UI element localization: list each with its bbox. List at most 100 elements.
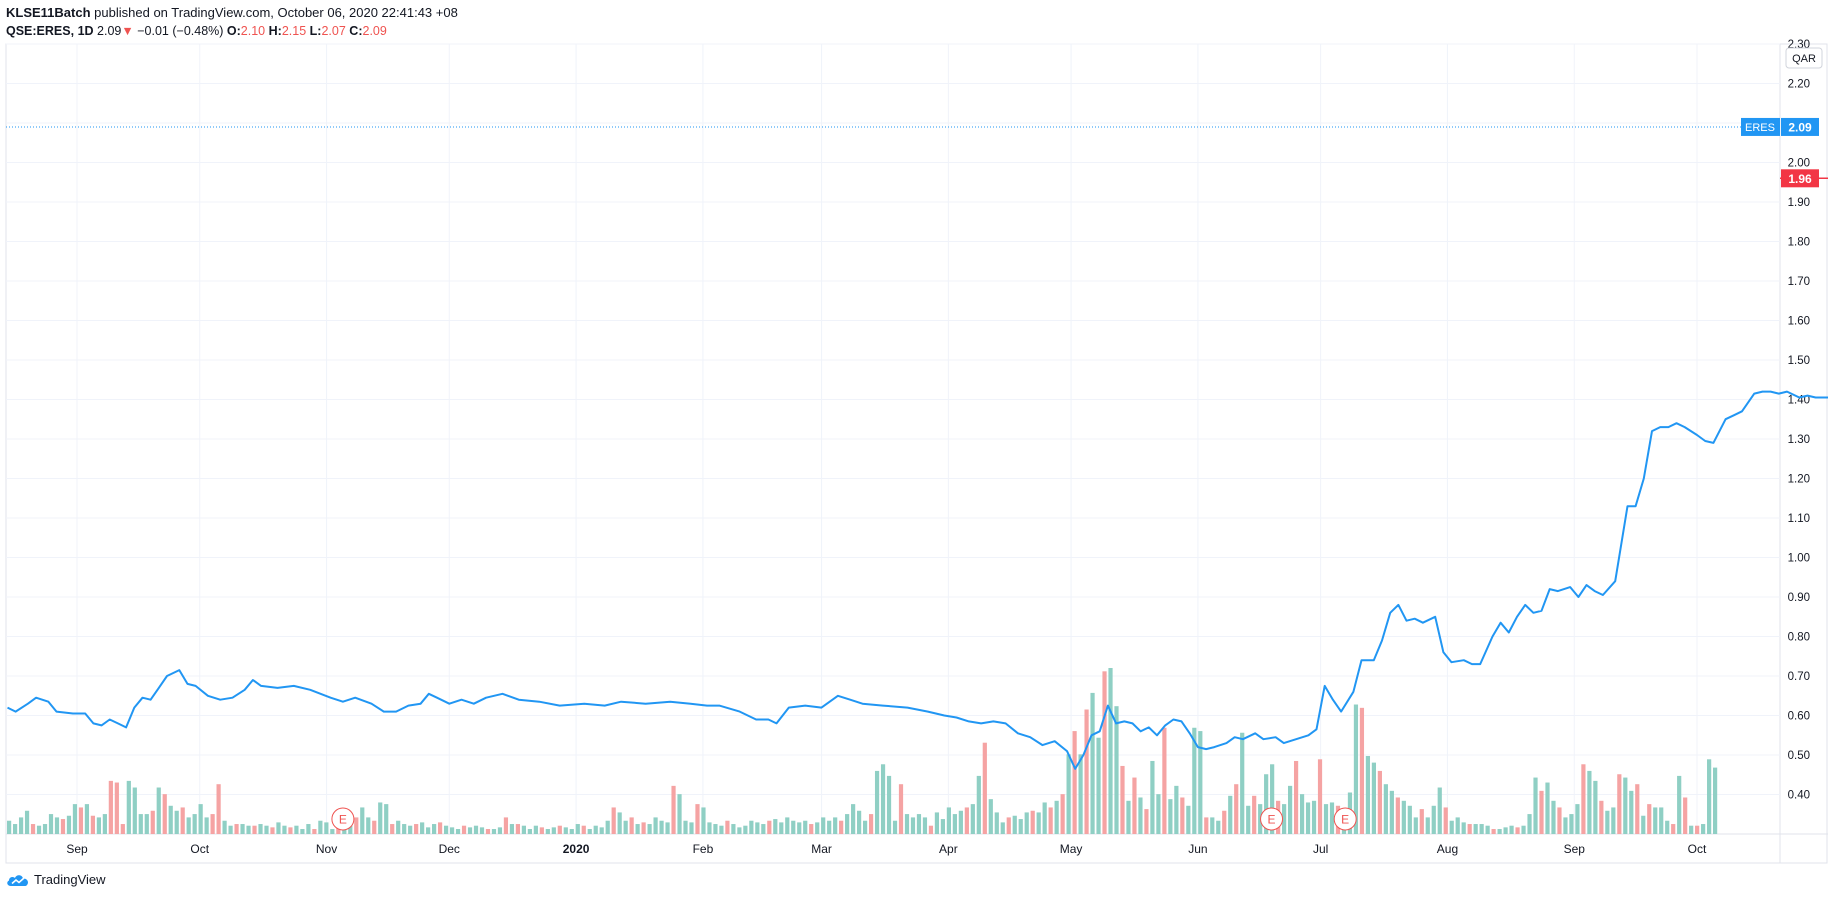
- volume-bar: [1108, 668, 1113, 834]
- volume-bar: [288, 827, 293, 834]
- volume-bar: [162, 794, 167, 834]
- volume-bar: [1299, 794, 1305, 834]
- volume-bar: [575, 824, 580, 834]
- volume-bar: [1569, 814, 1574, 834]
- volume-bar: [390, 824, 395, 834]
- volume-bar: [1162, 727, 1167, 834]
- volume-bar: [1234, 784, 1239, 834]
- volume-bar: [1575, 804, 1580, 834]
- volume-bar: [108, 780, 113, 834]
- volume-bar: [880, 764, 886, 834]
- volume-bar: [1024, 812, 1029, 834]
- volume-bar: [240, 824, 245, 834]
- volume-bar: [294, 825, 299, 834]
- volume-bar: [1377, 770, 1382, 834]
- volume-bar: [1192, 727, 1197, 834]
- volume-bar: [737, 827, 742, 834]
- volume-bar: [1048, 807, 1053, 834]
- volume-bar: [1653, 807, 1658, 834]
- volume-bar: [731, 824, 736, 834]
- volume-bar: [1419, 809, 1424, 834]
- volume-bar: [767, 820, 772, 834]
- volume-bar: [1659, 807, 1664, 834]
- x-tick-label: Jun: [1188, 842, 1207, 856]
- volume-bar: [1138, 797, 1143, 834]
- volume-bar: [1042, 802, 1047, 834]
- volume-bar: [432, 824, 437, 834]
- volume-bar: [1407, 805, 1412, 834]
- volume-bar: [378, 802, 383, 834]
- currency-badge: [1785, 47, 1823, 69]
- volume-bar: [1210, 817, 1215, 834]
- interval: 1D: [77, 24, 94, 38]
- volume-bar: [1156, 794, 1161, 834]
- volume-bar: [455, 829, 461, 834]
- volume-bar: [904, 814, 910, 834]
- y-tick-label: 1.90: [1788, 197, 1810, 209]
- volume-bar: [982, 742, 987, 834]
- y-tick-label: 1.00: [1788, 553, 1810, 565]
- volume-bar: [90, 815, 96, 834]
- volume-bar: [114, 782, 119, 834]
- volume-bar: [1114, 706, 1119, 834]
- volume-bar: [851, 804, 856, 834]
- volume-bar: [96, 817, 101, 834]
- x-tick-label: Nov: [316, 842, 337, 856]
- volume-bar: [964, 807, 969, 834]
- volume-bar: [647, 824, 652, 834]
- volume-bar: [952, 814, 957, 834]
- volume-bar: [1228, 795, 1233, 834]
- volume-bar: [797, 822, 802, 834]
- volume-bar: [827, 820, 832, 834]
- symbol-name[interactable]: QSE:ERES: [6, 24, 71, 38]
- volume-bar: [204, 817, 209, 834]
- volume-bar: [354, 817, 359, 834]
- earnings-marker[interactable]: [1333, 807, 1357, 831]
- publisher-name[interactable]: KLSE11Batch: [6, 5, 91, 20]
- volume-bar: [803, 820, 808, 834]
- tradingview-logo[interactable]: TradingView: [6, 872, 106, 887]
- volume-bar: [1413, 817, 1418, 834]
- volume-bar: [1036, 812, 1041, 834]
- volume-bar: [1401, 800, 1406, 834]
- volume-bar: [479, 827, 485, 834]
- volume-bar: [102, 814, 107, 834]
- volume-bar: [665, 822, 670, 834]
- earnings-marker-label: E: [1341, 813, 1349, 827]
- high-label: H:: [268, 24, 282, 38]
- y-tick-label: 0.70: [1788, 671, 1810, 683]
- volume-bar: [12, 824, 18, 834]
- volume-bar: [1353, 704, 1359, 834]
- volume-bar: [1383, 784, 1388, 834]
- close-label: C:: [349, 24, 363, 38]
- volume-bar: [719, 825, 724, 834]
- earnings-marker[interactable]: [331, 807, 355, 831]
- volume-bar: [671, 785, 676, 834]
- volume-bar: [174, 810, 179, 834]
- volume-bar: [545, 829, 550, 834]
- volume-bar: [1509, 825, 1514, 834]
- volume-bar: [1066, 754, 1071, 834]
- volume-bar: [1090, 692, 1095, 834]
- volume-bar: [1371, 762, 1376, 834]
- volume-bar: [222, 820, 227, 834]
- volume-bar: [1635, 784, 1640, 834]
- volume-bar: [1617, 774, 1622, 834]
- volume-bar: [1521, 825, 1526, 834]
- y-tick-label: 2.20: [1788, 79, 1810, 91]
- volume-bar: [557, 825, 562, 834]
- earnings-marker[interactable]: [1260, 807, 1284, 831]
- series-name-tag: [1741, 117, 1780, 136]
- volume-bar: [1503, 827, 1508, 834]
- price-series-line[interactable]: [7, 123, 1828, 770]
- volume-bar: [695, 804, 700, 834]
- volume-bar: [1287, 785, 1293, 834]
- volume-bar: [599, 827, 604, 834]
- volume-bar: [1527, 814, 1532, 834]
- volume-bar: [1593, 780, 1598, 834]
- volume-bar: [1084, 709, 1089, 834]
- volume-bar: [258, 824, 263, 834]
- volume-bar: [120, 824, 125, 834]
- volume-bar: [168, 805, 173, 834]
